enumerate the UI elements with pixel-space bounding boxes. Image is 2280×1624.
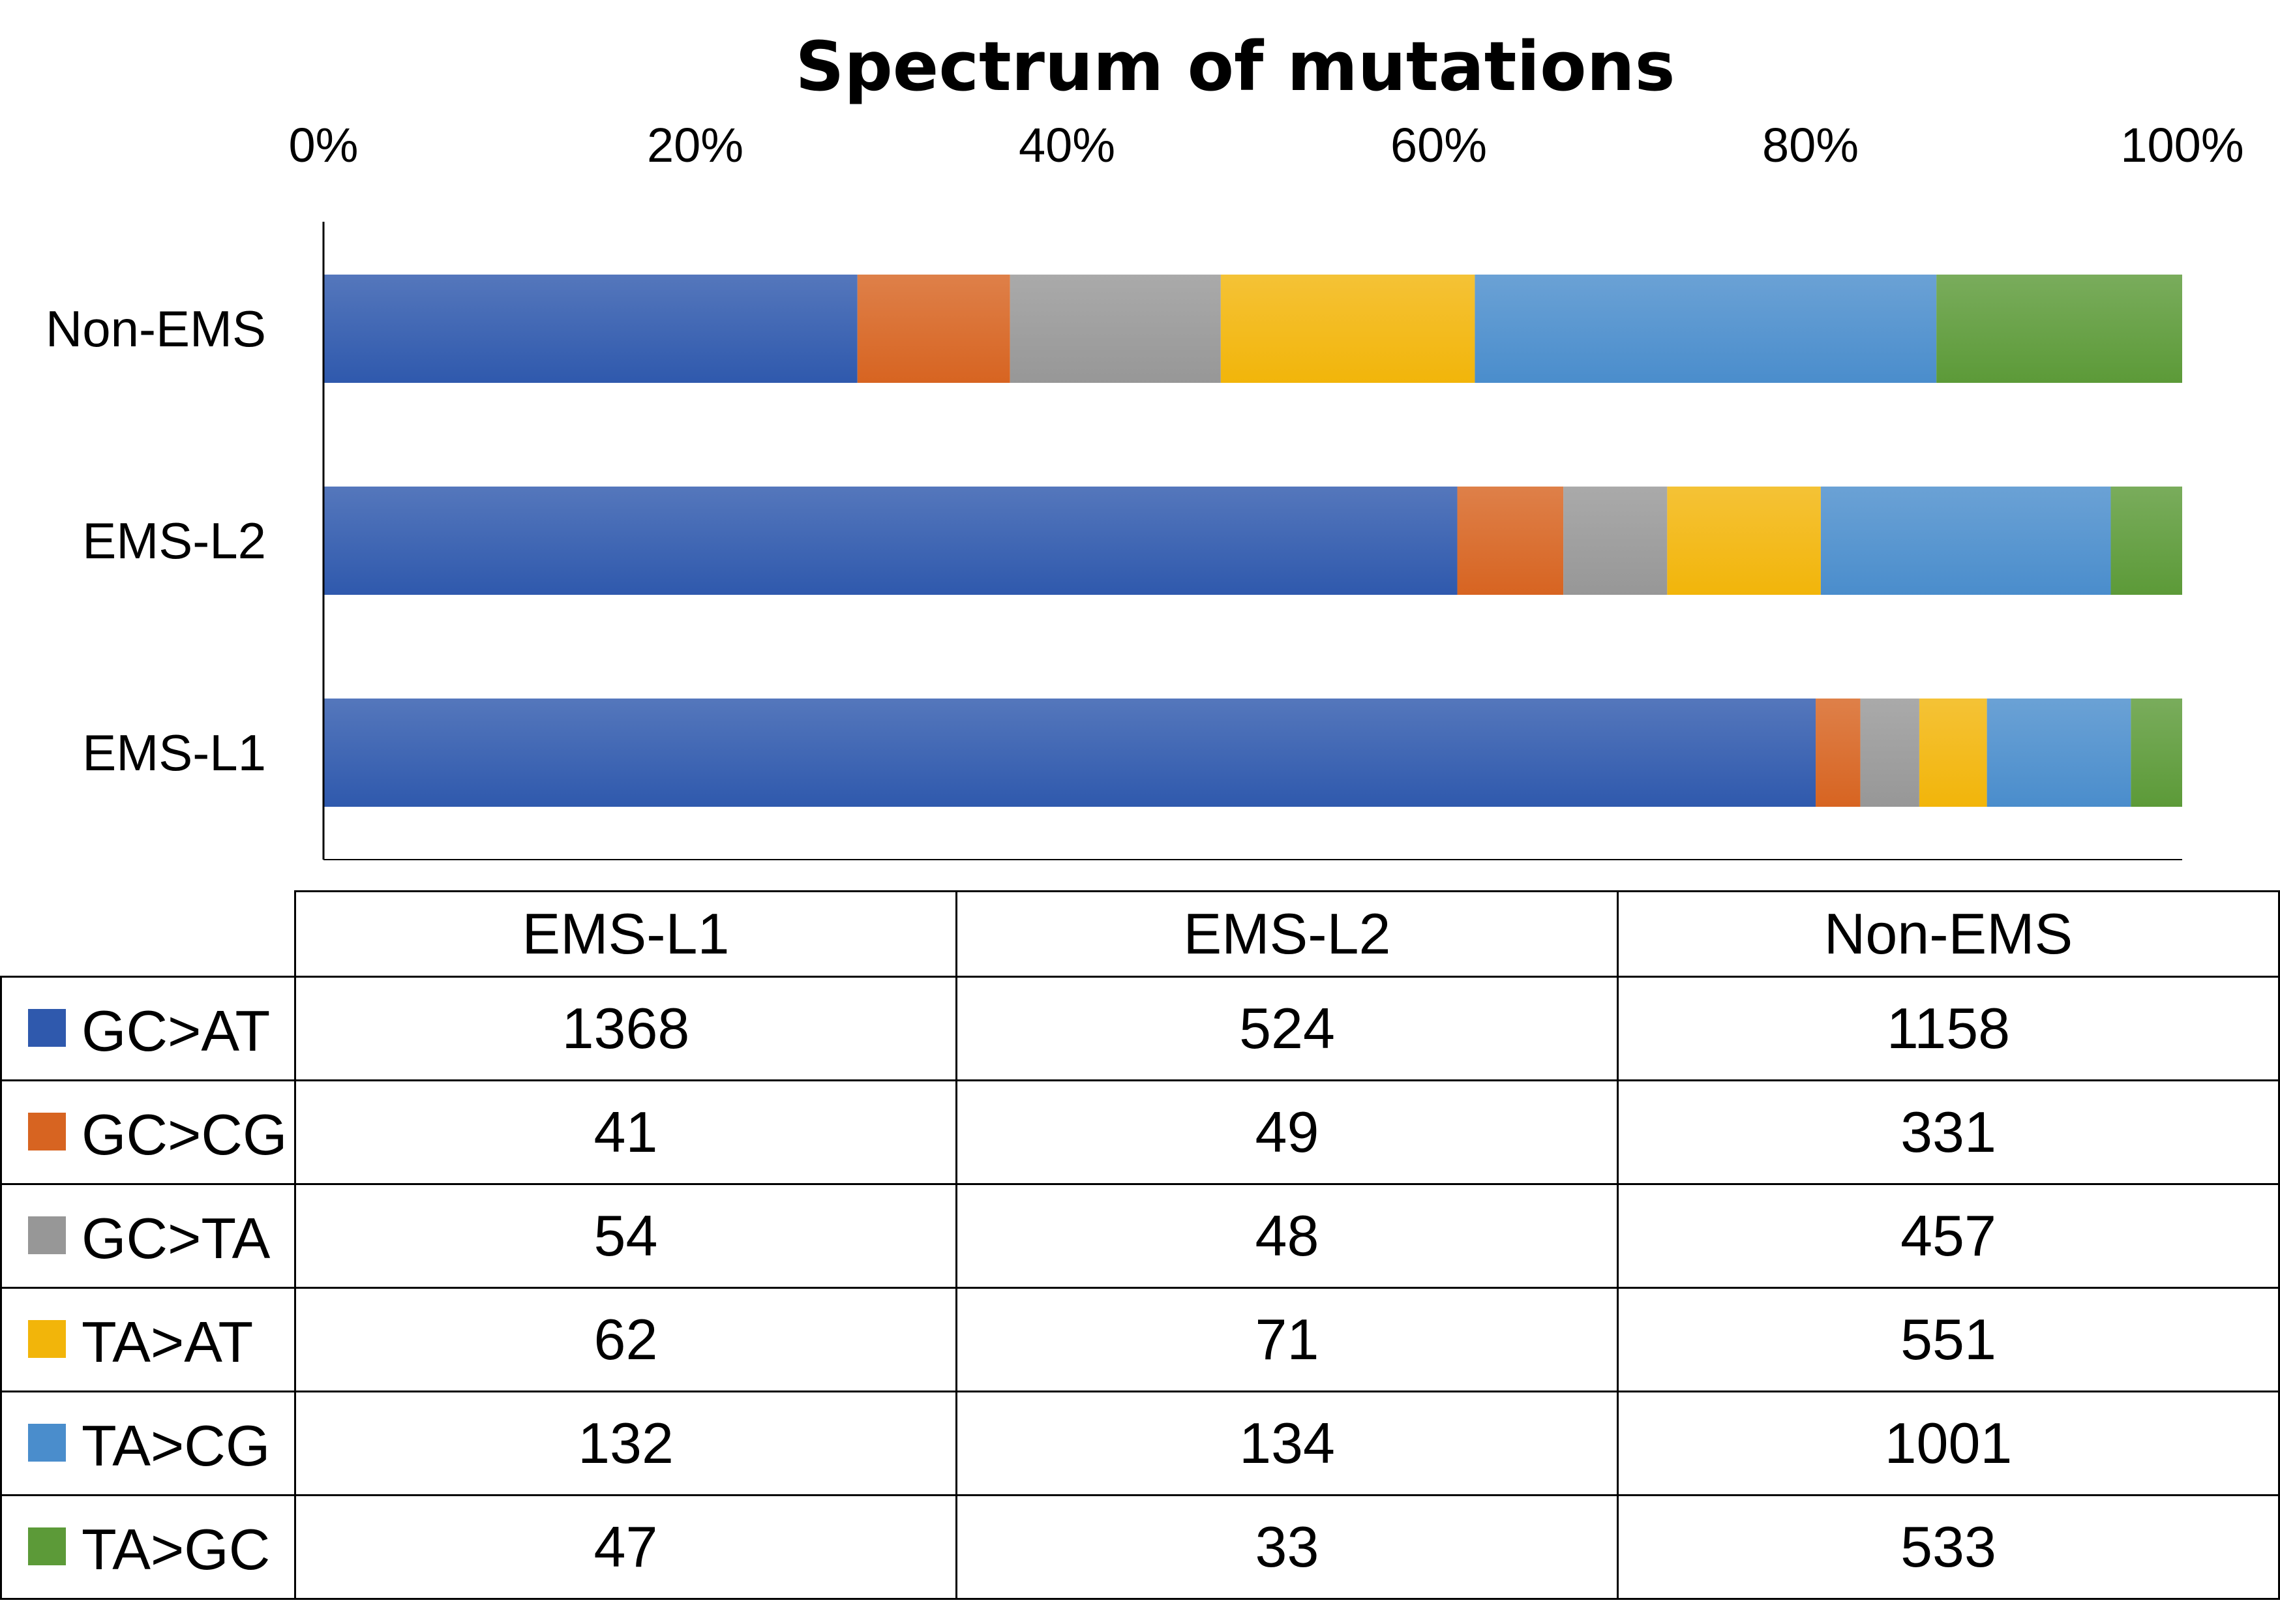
legend-cell-ta-cg: TA>CG <box>0 1391 296 1496</box>
table-cell-gc-at-ems-l1: 1368 <box>293 976 957 1081</box>
legend-label-ta-at: TA>AT <box>82 1309 254 1374</box>
chart: Spectrum of mutations 0% 20% 40% 60% 80% 100%… <box>46 27 2244 860</box>
data-table: EMS-L1 EMS-L2 Non-EMS GC>AT 1368 524 1158 GC… <box>0 890 2280 1600</box>
x-tick-label-60: 60% <box>1390 118 1487 172</box>
bar-ems-l1-ta-cg <box>1987 699 2131 807</box>
x-tick-label-80: 80% <box>1762 118 1859 172</box>
col-head-non-ems: Non-EMS <box>1617 890 2280 978</box>
legend-swatch-ta-gc <box>28 1527 66 1566</box>
table-cell-gc-cg-ems-l1: 41 <box>293 1079 957 1185</box>
legend-label-ta-cg: TA>CG <box>82 1413 271 1478</box>
bar-ems-l2-ta-at <box>1667 487 1821 595</box>
bar-non-ems-gc-ta <box>1010 275 1221 383</box>
col-head-ems-l1: EMS-L1 <box>293 890 957 978</box>
legend-cell-gc-at: GC>AT <box>0 976 296 1081</box>
table-cell-ta-cg-ems-l2: 134 <box>955 1391 1619 1496</box>
table-cell-ta-at-ems-l2: 71 <box>955 1287 1619 1392</box>
x-axis-ticks: 0% 20% 40% 60% 80% 100% <box>289 118 2244 172</box>
bar-non-ems-gc-at <box>323 275 858 383</box>
bar-ems-l2-gc-cg <box>1457 487 1564 595</box>
x-tick-label-40: 40% <box>1019 118 1115 172</box>
x-tick-label-20: 20% <box>647 118 743 172</box>
table-row-gc-ta: GC>TA 54 48 457 <box>0 1183 2280 1289</box>
bar-ems-l1-gc-at <box>323 699 1816 807</box>
legend-swatch-ta-at <box>28 1320 66 1359</box>
legend-cell-gc-ta: GC>TA <box>0 1183 296 1289</box>
bars <box>323 275 2182 807</box>
x-tick-label-100: 100% <box>2120 118 2243 172</box>
table-header-row: EMS-L1 EMS-L2 Non-EMS <box>1 890 2280 978</box>
table-corner <box>1 891 296 978</box>
legend-swatch-ta-cg <box>28 1424 66 1462</box>
bar-non-ems-ta-gc <box>1936 275 2182 383</box>
chart-title: Spectrum of mutations <box>795 27 1675 106</box>
legend-cell-gc-cg: GC>CG <box>0 1079 296 1185</box>
table-cell-ta-cg-ems-l1: 132 <box>293 1391 957 1496</box>
legend-swatch-gc-ta <box>28 1216 66 1255</box>
legend-label-gc-ta: GC>TA <box>82 1205 271 1271</box>
table-cell-ta-gc-ems-l2: 33 <box>955 1494 1619 1600</box>
bar-non-ems-gc-cg <box>857 275 1010 383</box>
legend-swatch-gc-cg <box>28 1113 66 1151</box>
bar-ems-l1-ta-at <box>1919 699 1987 807</box>
table-cell-ta-at-ems-l1: 62 <box>293 1287 957 1392</box>
table-row-ta-gc: TA>GC 47 33 533 <box>0 1494 2280 1600</box>
table-cell-gc-cg-ems-l2: 49 <box>955 1079 1619 1185</box>
bar-ems-l2-ta-cg <box>1820 487 2111 595</box>
table-cell-gc-cg-non-ems: 331 <box>1617 1079 2280 1185</box>
legend-cell-ta-gc: TA>GC <box>0 1494 296 1600</box>
table-row-ta-cg: TA>CG 132 134 1001 <box>0 1391 2280 1496</box>
table-cell-ta-cg-non-ems: 1001 <box>1617 1391 2280 1496</box>
table-cell-gc-ta-non-ems: 457 <box>1617 1183 2280 1289</box>
legend-label-gc-at: GC>AT <box>82 998 271 1063</box>
legend-swatch-gc-at <box>28 1009 66 1047</box>
bar-non-ems-ta-cg <box>1475 275 1937 383</box>
bar-ems-l1-gc-cg <box>1816 699 1861 807</box>
category-labels: EMS-L1 EMS-L2 Non-EMS <box>46 300 266 781</box>
col-head-ems-l2: EMS-L2 <box>955 890 1619 978</box>
category-label-non-ems: Non-EMS <box>46 300 266 357</box>
table-row-gc-cg: GC>CG 41 49 331 <box>0 1079 2280 1185</box>
table-cell-gc-at-ems-l2: 524 <box>955 976 1619 1081</box>
table-cell-ta-at-non-ems: 551 <box>1617 1287 2280 1392</box>
table-cell-ta-gc-non-ems: 533 <box>1617 1494 2280 1600</box>
category-label-ems-l1: EMS-L1 <box>82 724 266 781</box>
legend-label-ta-gc: TA>GC <box>82 1516 271 1582</box>
bar-non-ems-ta-at <box>1220 275 1475 383</box>
bar-ems-l2-gc-at <box>323 487 1458 595</box>
bar-ems-l1-ta-gc <box>2131 699 2182 807</box>
table-cell-gc-at-non-ems: 1158 <box>1617 976 2280 1081</box>
bar-ems-l1-gc-ta <box>1860 699 1919 807</box>
legend-label-gc-cg: GC>CG <box>82 1102 288 1167</box>
category-label-ems-l2: EMS-L2 <box>82 512 266 569</box>
table-row-ta-at: TA>AT 62 71 551 <box>0 1287 2280 1392</box>
table-row-gc-at: GC>AT 1368 524 1158 <box>0 976 2280 1081</box>
bar-ems-l2-ta-gc <box>2110 487 2182 595</box>
table-cell-gc-ta-ems-l1: 54 <box>293 1183 957 1289</box>
table-cell-ta-gc-ems-l1: 47 <box>293 1494 957 1600</box>
x-tick-label-0: 0% <box>289 118 359 172</box>
legend-cell-ta-at: TA>AT <box>0 1287 296 1392</box>
table-cell-gc-ta-ems-l2: 48 <box>955 1183 1619 1289</box>
bar-ems-l2-gc-ta <box>1563 487 1668 595</box>
